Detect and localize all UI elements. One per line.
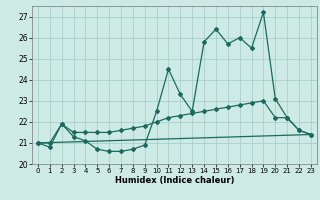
X-axis label: Humidex (Indice chaleur): Humidex (Indice chaleur) xyxy=(115,176,234,185)
